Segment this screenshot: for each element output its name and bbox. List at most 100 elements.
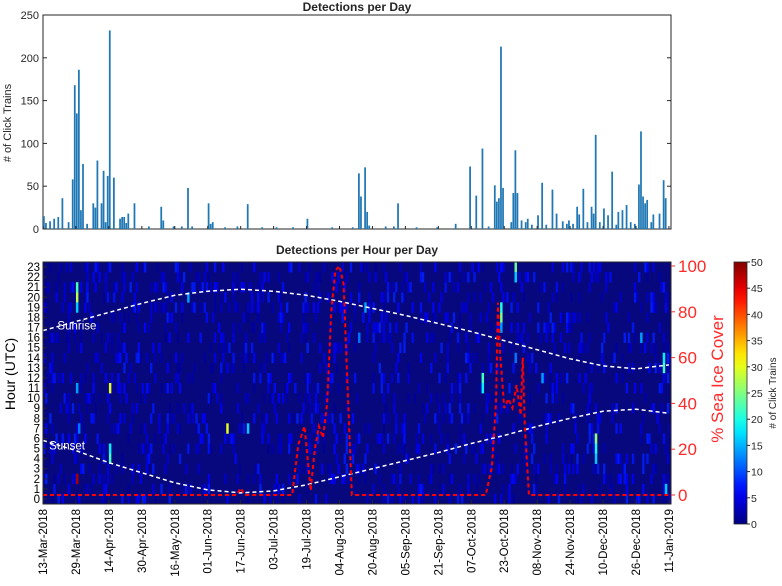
heatmap-cell [145, 433, 149, 444]
heatmap-cell [222, 262, 225, 273]
heatmap-cell [568, 312, 571, 323]
heatmap-cell [668, 352, 672, 364]
daily-bar [133, 203, 136, 229]
heatmap-cell [63, 352, 66, 364]
heatmap-cell [213, 383, 217, 394]
heatmap-cell [576, 493, 579, 505]
heatmap-cell [67, 433, 71, 444]
daily-bar [576, 206, 579, 229]
heatmap-cell [475, 262, 478, 273]
heatmap-cell [563, 473, 567, 485]
heatmap-cell [308, 433, 311, 444]
daily-bar [397, 203, 399, 229]
heatmap-cell [288, 322, 291, 333]
heatmap-cell [403, 272, 406, 283]
heatmap-cell [382, 413, 386, 424]
heatmap-cell [386, 413, 390, 424]
heatmap-cell [143, 393, 147, 404]
heatmap-cell [257, 312, 260, 323]
heatmap-cell [403, 423, 406, 434]
daily-bar [246, 204, 249, 229]
heatmap-hot-cell [594, 443, 598, 454]
heatmap-cell [368, 272, 371, 283]
heatmap-cell [366, 493, 369, 505]
heatmap-cell [259, 483, 262, 495]
heatmap-cell [452, 312, 456, 323]
heatmap-cell [666, 342, 670, 354]
heatmap-cell [475, 483, 478, 495]
heatmap-cell [104, 272, 108, 283]
heatmap-cell [366, 262, 369, 273]
heatmap-cell [121, 453, 124, 464]
heatmap-cell [47, 372, 50, 384]
heatmap-cell [485, 393, 489, 404]
heatmap-cell [176, 332, 180, 343]
heatmap-cell [493, 493, 497, 505]
heatmap-cell [386, 383, 390, 394]
heatmap-cell [520, 332, 524, 343]
heatmap-cell [666, 352, 670, 364]
heatmap-cell [500, 403, 503, 414]
heatmap-cell [382, 262, 386, 273]
heatmap-cell [395, 282, 398, 293]
heatmap-cell [543, 282, 546, 293]
heatmap-cell [187, 443, 190, 454]
heatmap-cell [275, 413, 279, 424]
heatmap-cell [59, 262, 62, 273]
heatmap-cell [543, 453, 546, 464]
heatmap-cell [106, 463, 110, 475]
heatmap-cell [312, 332, 316, 343]
hour-tick-label: 9 [34, 403, 40, 415]
daily-bar [633, 223, 636, 229]
heatmap-cell [304, 393, 307, 404]
daily-bar [125, 223, 128, 229]
hour-tick-label: 17 [27, 323, 40, 335]
heatmap-cell [180, 352, 184, 364]
heatmap-cell [135, 282, 139, 293]
daily-bar [664, 198, 667, 229]
heatmap-cell [61, 302, 64, 313]
heatmap-cell [415, 433, 419, 444]
heatmap-cell [561, 393, 565, 404]
heatmap-cell [467, 483, 470, 495]
heatmap-cell [668, 423, 672, 434]
heatmap-cell [281, 393, 285, 404]
heatmap-cell [549, 383, 552, 394]
heatmap-cell [658, 362, 662, 374]
heatmap-cell [442, 393, 445, 404]
heatmap-cell [434, 262, 437, 273]
heatmap-cell [320, 463, 324, 475]
heatmap-cell [512, 473, 515, 485]
heatmap-cell [333, 423, 336, 434]
daily-bar [113, 177, 115, 229]
heatmap-cell [460, 413, 464, 424]
daily-bar [586, 222, 589, 229]
heatmap-cell [438, 372, 441, 384]
heatmap-cell [555, 473, 559, 485]
heatmap-cell [351, 453, 355, 464]
heatmap-cell [261, 423, 264, 434]
heatmap-cell [67, 332, 71, 343]
top-y-axis-label: # of Click Trains [2, 83, 14, 162]
heatmap-cell [73, 292, 77, 303]
heatmap-cell [467, 292, 470, 303]
heatmap-cell [271, 393, 274, 404]
heatmap-cell [652, 493, 655, 505]
heatmap-cell [131, 272, 134, 283]
colorbar-gradient [733, 261, 748, 525]
heatmap-cell [355, 463, 359, 475]
heatmap-cell [98, 463, 101, 475]
daily-bar [211, 222, 214, 229]
heatmap-cell [642, 413, 645, 424]
hour-tick-label: 15 [27, 343, 40, 355]
heatmap-cell [143, 262, 147, 273]
colorbar-tick-label: 5 [751, 493, 757, 505]
heatmap-cell [467, 473, 470, 485]
heatmap-cell [594, 403, 598, 414]
heatmap-cell [244, 332, 248, 343]
heatmap-cell [343, 453, 346, 464]
heatmap-cell [279, 292, 283, 303]
heatmap-cell [644, 262, 647, 273]
heatmap-cell [452, 282, 456, 293]
heatmap-cell [316, 403, 320, 414]
